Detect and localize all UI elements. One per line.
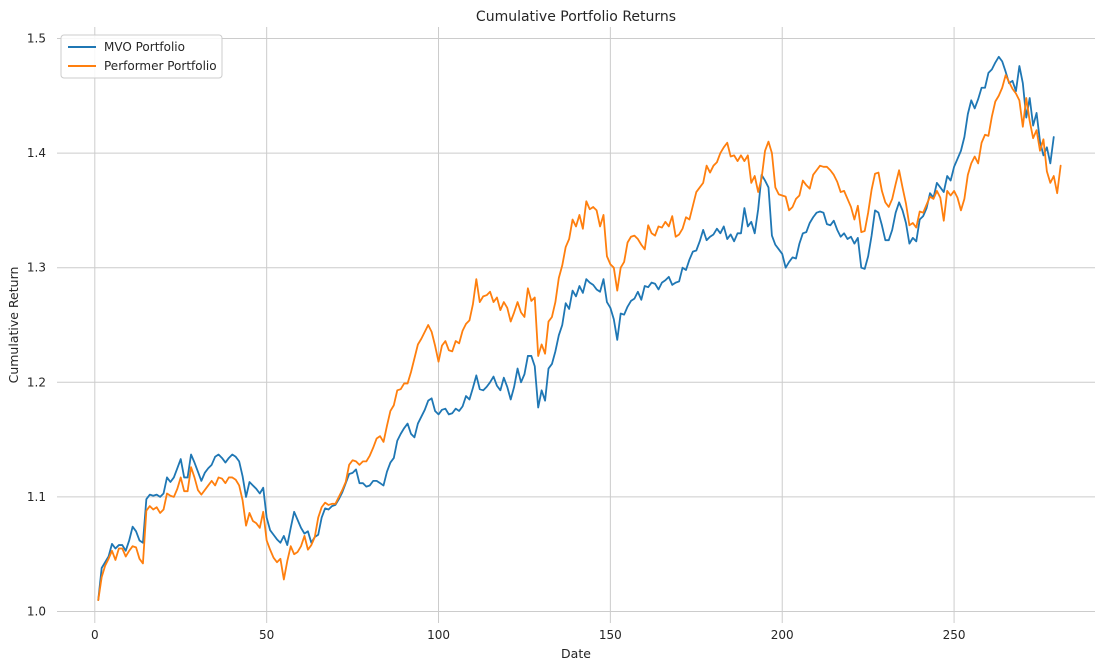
x-tick-label: 200 [771,628,794,642]
y-tick-label: 1.0 [27,605,46,619]
legend: MVO Portfolio Performer Portfolio [60,34,223,79]
x-tick-label: 50 [259,628,274,642]
series-layer [97,55,1062,601]
y-tick-labels: 1.0 1.1 1.2 1.3 1.4 1.5 [27,31,46,618]
legend-label-performer: Performer Portfolio [104,59,217,73]
plot-area [57,27,1095,623]
x-tick-label: 250 [943,628,966,642]
y-tick-label: 1.4 [27,146,46,160]
legend-box [60,34,223,79]
series-line-performer [97,74,1062,601]
y-tick-label: 1.5 [27,31,46,45]
chart-title: Cumulative Portfolio Returns [476,9,676,25]
x-axis-label: Date [561,646,591,661]
x-tick-label: 100 [427,628,450,642]
x-tick-label: 150 [599,628,622,642]
series-line-mvo [97,55,1055,601]
legend-label-mvo: MVO Portfolio [104,40,185,54]
y-tick-label: 1.1 [27,490,46,504]
x-tick-label: 0 [91,628,99,642]
grid [57,27,1095,623]
y-tick-label: 1.3 [27,261,46,275]
x-tick-labels: 0 50 100 150 200 250 [91,628,966,642]
y-axis-label: Cumulative Return [6,267,21,384]
y-tick-label: 1.2 [27,375,46,389]
